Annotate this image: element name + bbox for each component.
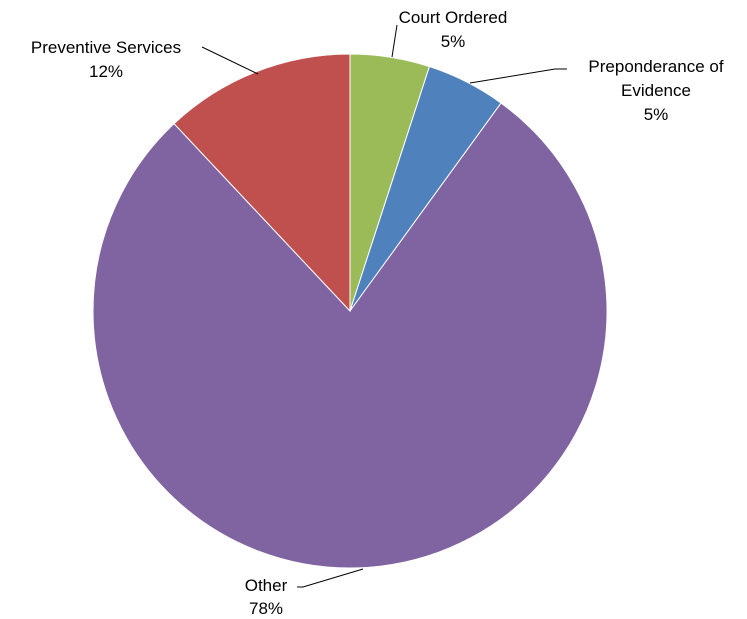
label-other: Other bbox=[245, 576, 288, 595]
label-other-percent: 78% bbox=[249, 599, 283, 618]
label-preventive-services-percent: 12% bbox=[89, 62, 123, 81]
pie-slices bbox=[92, 53, 608, 569]
leader-line-court-ordered bbox=[391, 24, 398, 58]
label-preventive-services: Preventive Services bbox=[31, 38, 181, 57]
leader-line-preponderance bbox=[469, 68, 567, 84]
label-preponderance-percent: 5% bbox=[644, 105, 669, 124]
pie-slice-preventive-services bbox=[173, 53, 351, 313]
leader-line-other bbox=[297, 568, 364, 588]
label-court-ordered: Court Ordered bbox=[399, 8, 508, 27]
pie-slice-other bbox=[92, 102, 608, 569]
leader-lines bbox=[201, 24, 567, 588]
label-court-ordered-percent: 5% bbox=[441, 32, 466, 51]
label-preponderance-line1: Preponderance of bbox=[588, 57, 723, 76]
label-preponderance-line2: Evidence bbox=[621, 81, 691, 100]
leader-line-preventive-services bbox=[201, 46, 259, 75]
